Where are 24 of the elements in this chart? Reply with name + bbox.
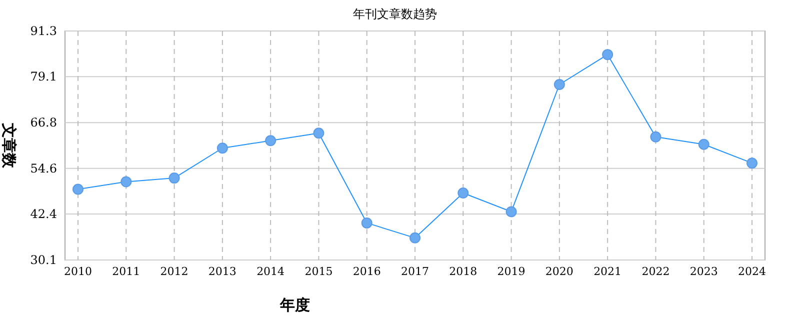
x-tick-label: 2022 <box>642 265 670 278</box>
x-tick-label: 2018 <box>449 265 478 278</box>
y-tick-label: 30.1 <box>30 253 57 267</box>
x-tick-label: 2017 <box>401 265 429 278</box>
y-axis-title: 文章数 <box>0 122 18 169</box>
x-tick-label: 2011 <box>112 265 140 278</box>
x-tick-label: 2021 <box>594 265 622 278</box>
x-tick-label: 2019 <box>497 265 526 278</box>
x-tick-label: 2016 <box>352 265 381 278</box>
chart-title: 年刊文章数趋势 <box>353 7 437 21</box>
y-tick-label: 54.6 <box>30 161 57 176</box>
x-tick-label: 2010 <box>64 265 92 278</box>
x-tick-label: 2020 <box>545 265 574 278</box>
x-tick-label: 2023 <box>690 265 718 278</box>
x-tick-label: 2024 <box>738 265 766 278</box>
x-tick-label: 2014 <box>256 265 285 278</box>
x-tick-label: 2012 <box>160 265 188 278</box>
y-tick-label: 79.1 <box>30 70 57 84</box>
y-tick-label: 91.3 <box>30 24 57 38</box>
x-tick-label: 2013 <box>208 265 236 278</box>
x-tick-label: 2015 <box>304 265 333 278</box>
y-tick-label: 42.4 <box>30 206 58 221</box>
x-axis-title: 年度 <box>279 296 310 314</box>
y-tick-label: 66.8 <box>30 116 57 130</box>
